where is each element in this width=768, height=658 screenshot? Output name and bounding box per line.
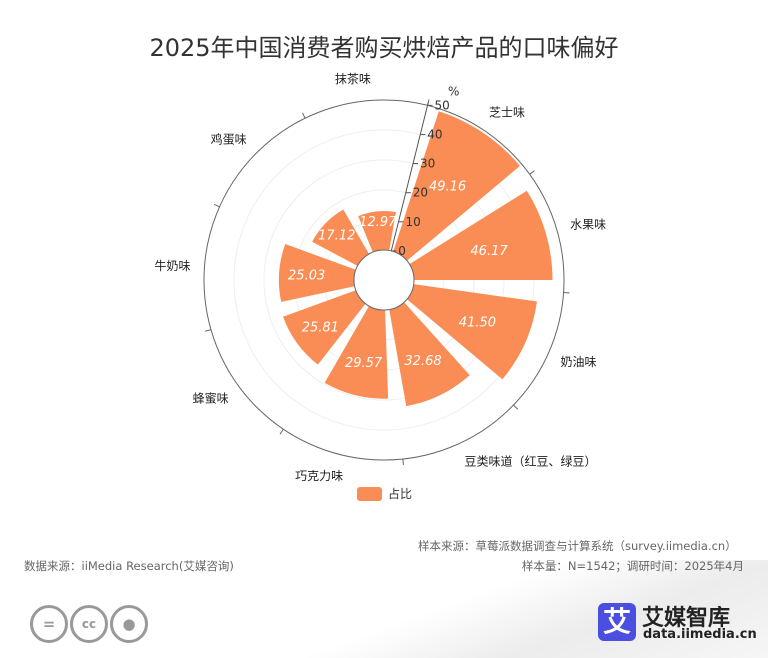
data-label: 12.97 xyxy=(359,215,397,230)
logo-url: data.iimedia.cn xyxy=(643,627,757,642)
bar-2 xyxy=(406,284,537,380)
chart-title: 2025年中国消费者购买烘焙产品的口味偏好 xyxy=(149,34,619,62)
category-label: 鸡蛋味 xyxy=(211,132,247,147)
outer-circle xyxy=(203,99,565,461)
angle-tick xyxy=(402,458,404,466)
category-label: 蜂蜜味 xyxy=(193,391,229,406)
angle-tick xyxy=(279,428,284,435)
radial-tick-label: 40 xyxy=(427,127,442,141)
polar-bar-chart: 49.16 芝士味 46.17 水果味 41.50 奶油味 32.68 豆类味道（红豆、绿豆）… xyxy=(154,71,606,501)
angle-tick xyxy=(205,329,212,332)
legend-swatch xyxy=(357,487,382,501)
bar-6 xyxy=(278,244,356,302)
bar-0 xyxy=(393,111,520,261)
radial-tick-label: 20 xyxy=(413,186,428,200)
angle-tick xyxy=(529,170,535,175)
bar-8 xyxy=(358,211,396,253)
bar-5 xyxy=(283,290,366,365)
radial-axis xyxy=(390,102,429,252)
category-label: 牛奶味 xyxy=(154,258,190,273)
data-label: 25.03 xyxy=(288,269,325,284)
category-label: 巧克力味 xyxy=(295,469,343,483)
category-label: 抹茶味 xyxy=(335,71,371,86)
bar-1 xyxy=(409,190,553,280)
data-label: 29.57 xyxy=(345,356,383,371)
bar-3 xyxy=(389,302,470,407)
radial-tick-label: 50 xyxy=(435,98,450,112)
legend-label: 占比 xyxy=(388,486,412,501)
radial-tick-label: 30 xyxy=(420,157,435,171)
person-icon: ● xyxy=(110,605,148,643)
data-label: 49.16 xyxy=(429,180,466,195)
sample-info: 样本量：N=1542；调研时间：2025年4月 xyxy=(521,559,744,573)
data-source: 数据来源：iiMedia Research(艾媒咨询) xyxy=(24,559,234,573)
iimedia-logo: 艾 xyxy=(598,603,636,641)
logo-name: 艾媒智库 xyxy=(642,606,731,631)
category-label: 芝士味 xyxy=(489,105,525,120)
category-label: 豆类味道（红豆、绿豆） xyxy=(465,454,597,469)
data-label: 41.50 xyxy=(459,316,496,331)
radial-tick-label: 0 xyxy=(398,244,406,258)
data-label: 32.68 xyxy=(404,354,441,369)
cc-icon: cc xyxy=(70,605,108,643)
bar-7 xyxy=(312,209,369,266)
radial-unit: % xyxy=(448,84,459,98)
inner-circle xyxy=(353,249,415,311)
category-label: 水果味 xyxy=(570,217,606,231)
data-label: 17.12 xyxy=(318,228,355,243)
angle-tick xyxy=(513,404,519,410)
angle-tick xyxy=(213,203,220,208)
category-label: 奶油味 xyxy=(561,355,597,369)
radial-tick-label: 10 xyxy=(406,215,421,229)
bar-4 xyxy=(324,305,389,399)
data-label: 25.81 xyxy=(302,320,339,335)
data-label: 46.17 xyxy=(470,244,508,259)
angle-tick xyxy=(302,112,306,119)
sample-source: 样本来源：草莓派数据调查与计算系统（survey.iimedia.cn） xyxy=(418,539,737,553)
equals-icon: = xyxy=(30,605,68,643)
